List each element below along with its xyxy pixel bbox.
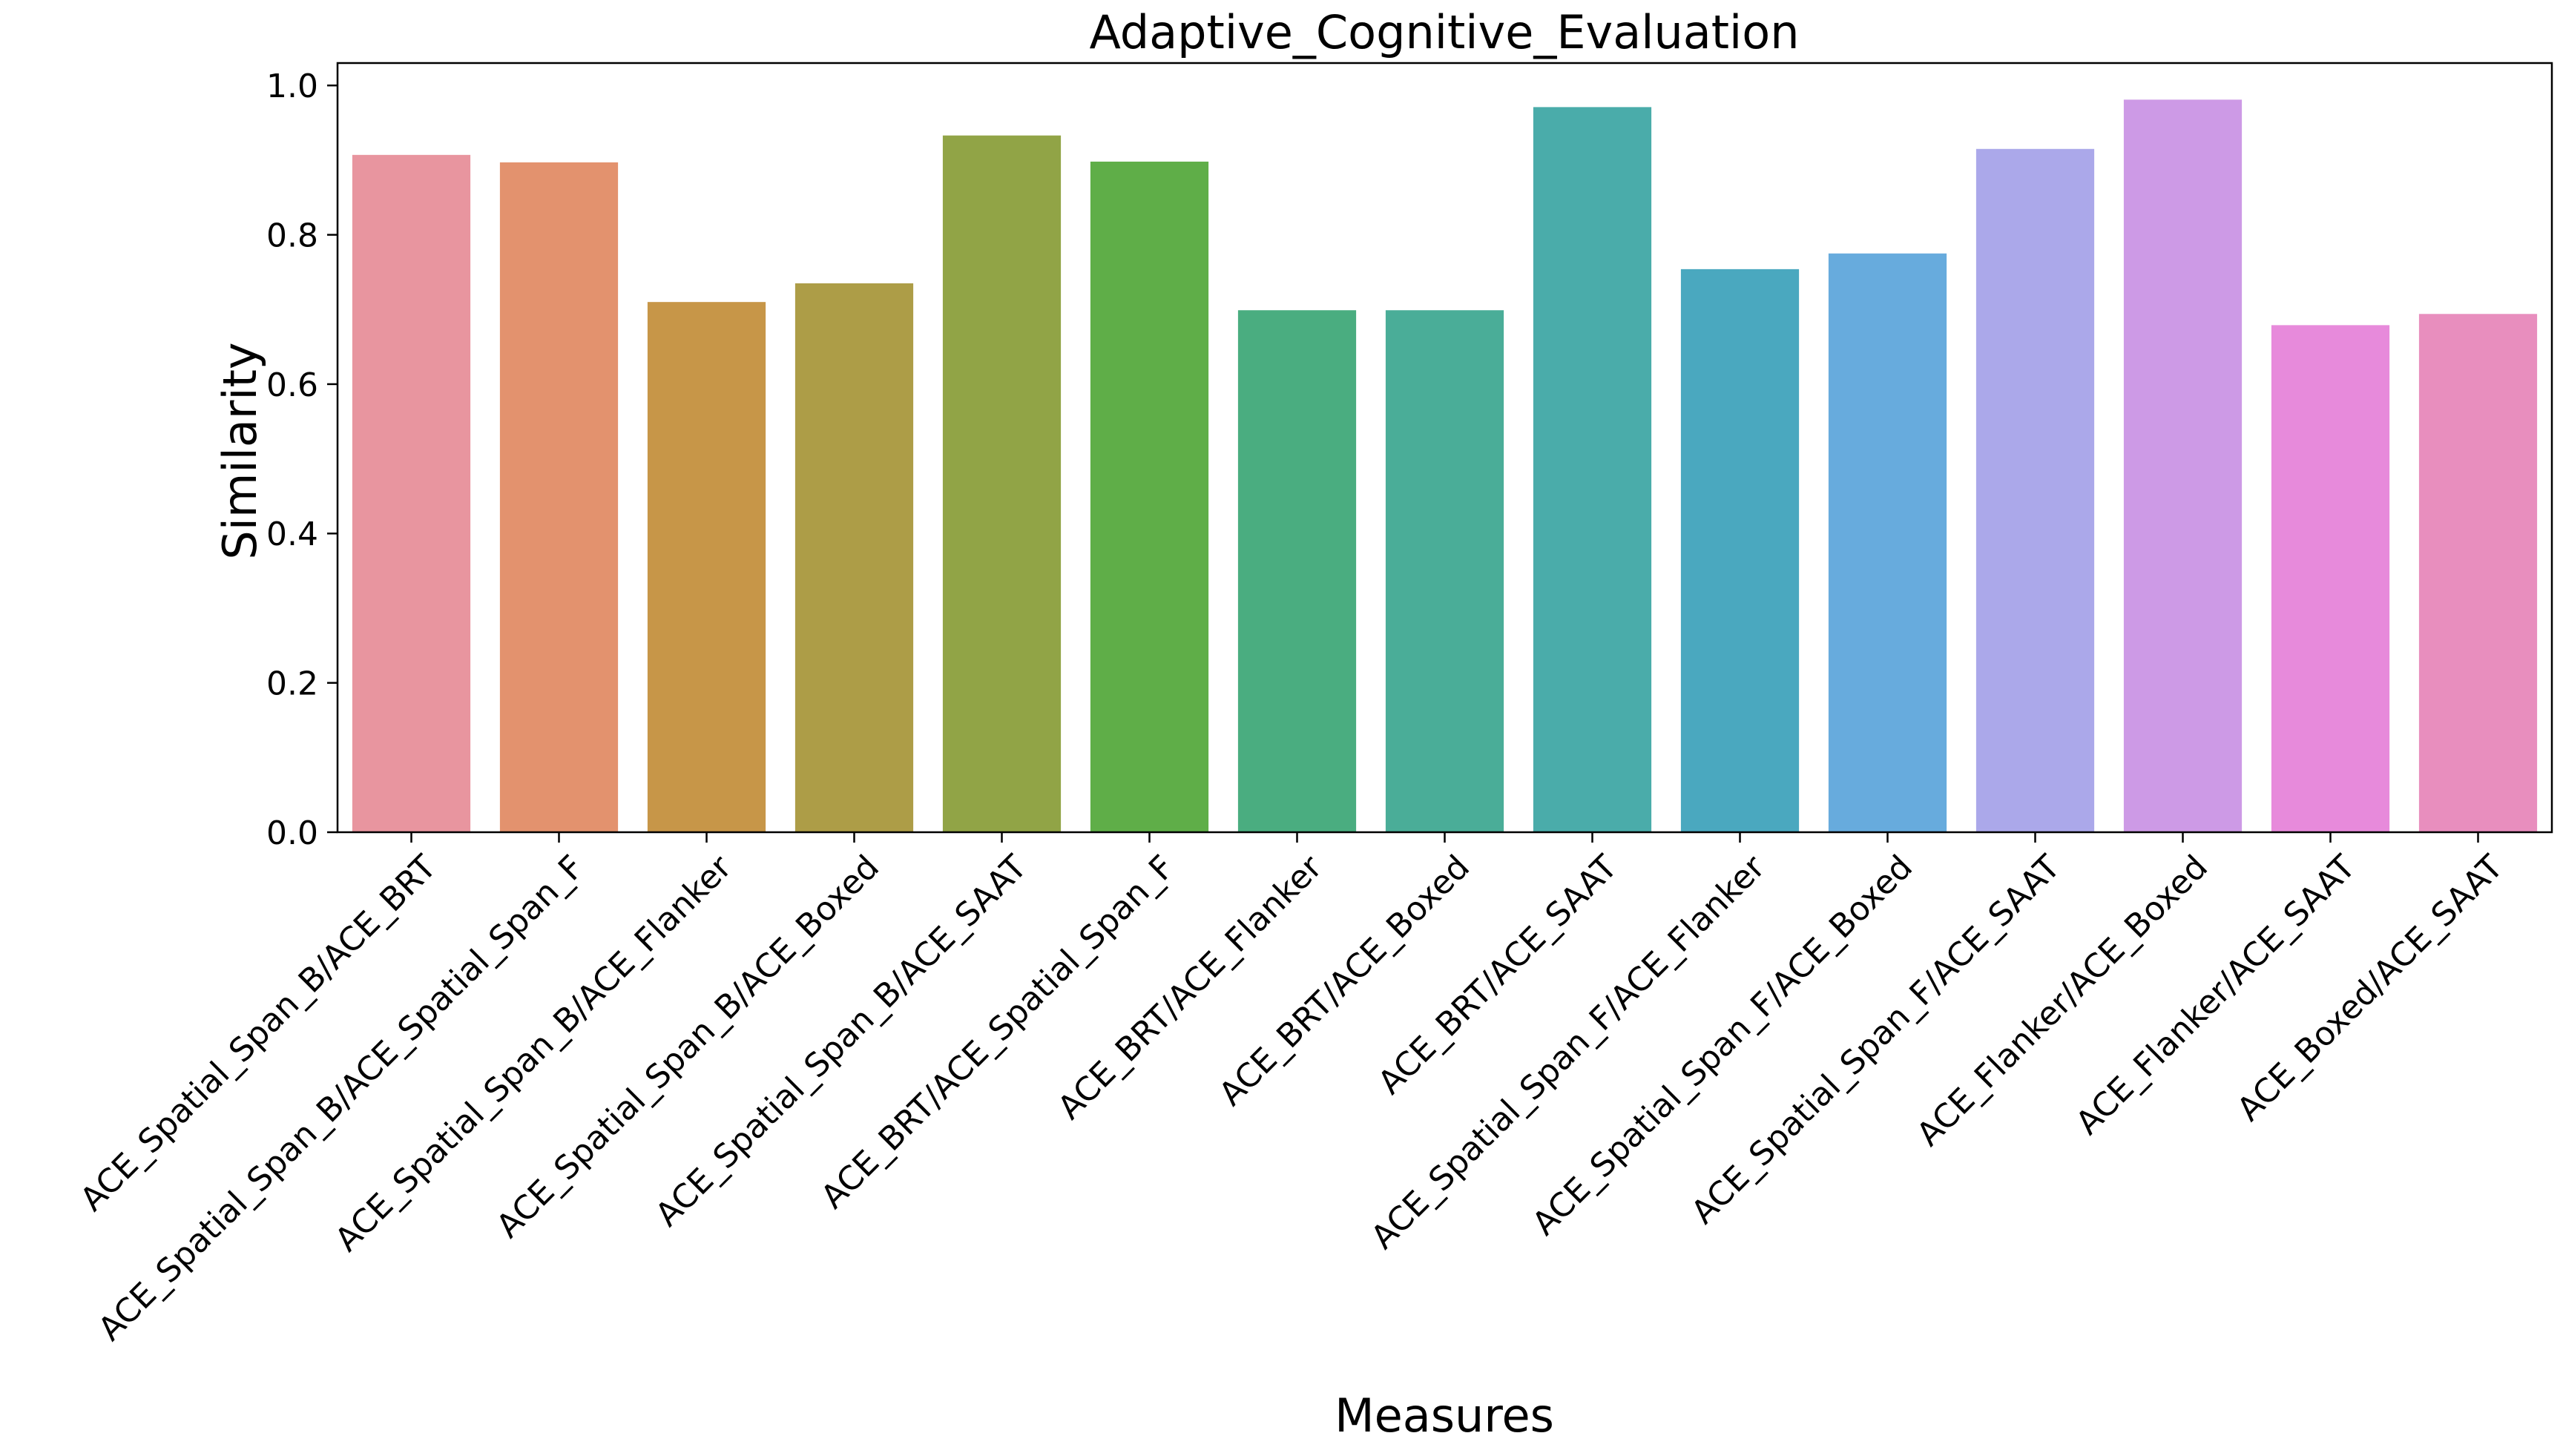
bar-10 [1828,253,1947,832]
x-tick-label: ACE_BRT/ACE_SAAT [1371,848,1625,1101]
bar-11 [1975,148,2095,832]
bar-8 [1533,107,1652,832]
y-tick-label: 0.6 [266,366,318,404]
x-tick-label: ACE_Boxed/ACE_SAAT [2230,848,2510,1128]
bar-3 [794,283,914,832]
y-tick-label: 0.0 [266,814,318,852]
y-tick-label: 0.8 [266,217,318,254]
x-axis-label: Measures [1335,1389,1554,1443]
x-tick-label: ACE_BRT/ACE_Boxed [1212,848,1477,1113]
bar-4 [942,135,1062,832]
bar-14 [2418,314,2538,832]
bar-7 [1385,310,1504,832]
bar-9 [1680,269,1800,832]
x-tick-label: ACE_Flanker/ACE_Boxed [1909,848,2215,1153]
plot-frame [336,62,2553,834]
bar-5 [1090,161,1209,832]
x-axis: ACE_Spatial_Span_B/ACE_BRTACE_Spatial_Sp… [73,832,2510,1348]
chart-title: Adaptive_Cognitive_Evaluation [1089,5,1799,59]
bar-12 [2123,99,2243,832]
bar-0 [352,154,471,832]
bar-6 [1237,310,1357,832]
y-tick-label: 0.4 [266,515,318,553]
y-tick-label: 0.2 [266,665,318,702]
x-tick-label: ACE_Flanker/ACE_SAAT [2069,848,2363,1142]
bar-2 [647,302,766,832]
y-axis-label: Similarity [213,342,267,559]
bars [352,99,2538,833]
x-tick-label: ACE_BRT/ACE_Flanker [1050,848,1329,1127]
y-tick-label: 1.0 [266,67,318,105]
y-axis: 0.0 0.2 0.4 0.6 0.8 1.0 [266,67,338,852]
bar-1 [499,162,619,833]
bar-13 [2271,325,2390,832]
